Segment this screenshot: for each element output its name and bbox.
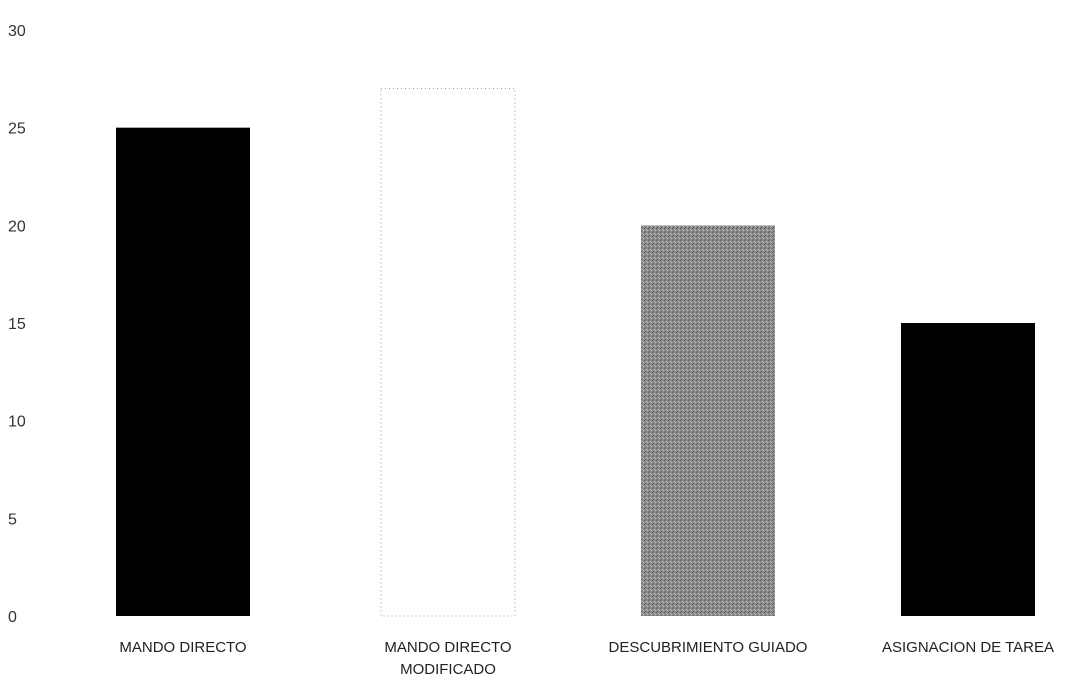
y-tick-label: 10: [8, 414, 26, 431]
y-tick-label: 30: [8, 23, 26, 40]
x-category-label: MODIFICADO: [400, 661, 496, 678]
bar: [116, 127, 250, 617]
y-tick-label: 0: [8, 609, 17, 626]
y-tick-label: 25: [8, 121, 26, 138]
x-category-label: ASIGNACION DE TAREA: [882, 639, 1054, 656]
y-tick-label: 15: [8, 316, 26, 333]
bar: [380, 88, 516, 617]
x-axis-category-labels: MANDO DIRECTO MANDO DIRECTO MODIFICADO DESC…: [119, 639, 1054, 678]
x-category-label: DESCUBRIMIENTO GUIADO: [609, 639, 808, 656]
x-category-label: MANDO DIRECTO: [119, 639, 246, 656]
y-axis-tick-labels: 0 5 10 15 20 25 30: [8, 23, 26, 626]
y-tick-label: 5: [8, 511, 17, 528]
y-tick-label: 20: [8, 218, 26, 235]
x-category-label: MANDO DIRECTO: [384, 639, 511, 656]
bar: [641, 225, 775, 617]
bars: [116, 88, 1035, 617]
bar: [901, 323, 1035, 616]
